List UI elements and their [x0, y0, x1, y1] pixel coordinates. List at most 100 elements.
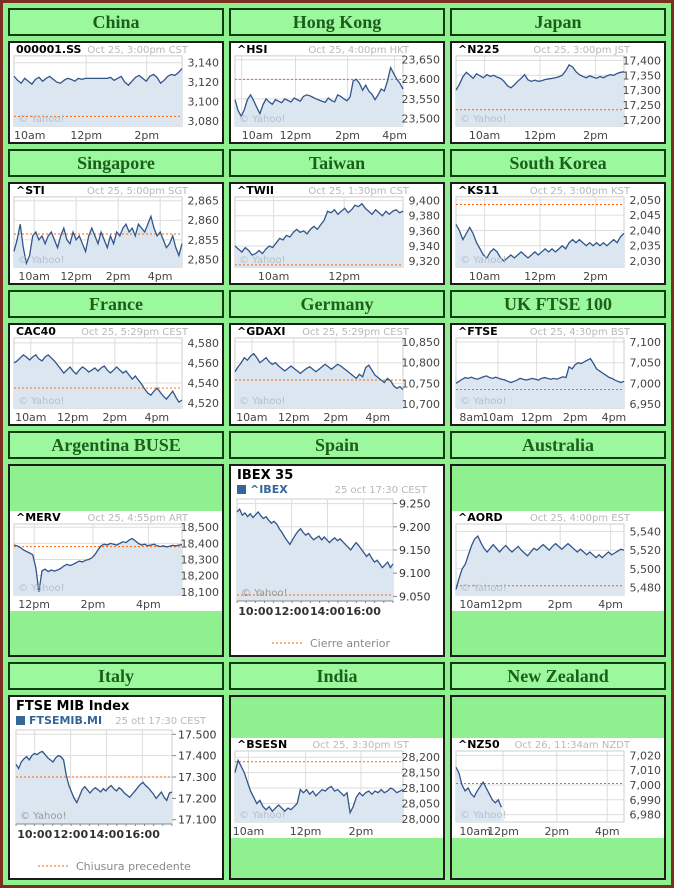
yahoo-watermark: © Yahoo! — [20, 811, 67, 822]
y-tick-label: 17,200 — [623, 114, 662, 127]
x-tick-label: 2pm — [134, 129, 159, 142]
chart-timestamp: Oct 25, 4:55pm ART — [88, 513, 189, 524]
y-tick-label: 9,380 — [409, 210, 441, 223]
x-tick-label: 12pm — [70, 129, 102, 142]
chart-cell-japan: © Yahoo! ^N225 Oct 25, 3:00pm JST 17,400 17,… — [450, 41, 666, 144]
y-tick-label: 2,860 — [188, 214, 220, 227]
y-tick-label: 6,990 — [630, 793, 662, 806]
area-fill-china — [14, 68, 182, 127]
chart-timestamp: 25 ott 17:30 CEST — [115, 716, 207, 727]
y-tick-label: 18,300 — [181, 553, 220, 566]
price-line-taiwan — [234, 202, 404, 256]
chart-cell-argentina-buse: © Yahoo! ^MERV Oct 25, 4:55pm ART 18,500 18,… — [8, 464, 224, 657]
chart-title: FTSE MIB Index — [16, 699, 130, 714]
x-tick-label: 12pm — [524, 129, 556, 142]
yahoo-watermark: © Yahoo! — [460, 114, 507, 125]
x-tick-label: 4pm — [144, 411, 169, 424]
chart-cell-china: © Yahoo! 000001.SS Oct 25, 3:00pm CST 3,140… — [8, 41, 224, 144]
ticker-symbol: ^BSESN — [237, 738, 287, 751]
market-header-hong-kong: Hong Kong — [229, 8, 445, 36]
y-tick-label: 3,120 — [188, 76, 220, 89]
ticker-symbol: ^GDAXI — [237, 325, 285, 338]
yahoo-watermark: © Yahoo! — [460, 810, 507, 821]
x-tick-label: 10am — [469, 270, 500, 283]
area-fill-hong-kong — [235, 67, 403, 127]
market-header-label: China — [92, 11, 140, 32]
x-tick-label: 2pm — [583, 129, 608, 142]
price-line-germany — [234, 352, 404, 391]
y-tick-label: 9.150 — [399, 544, 431, 557]
x-tick-label: 10:00 — [238, 605, 273, 618]
y-tick-label: 3,100 — [188, 96, 220, 109]
x-tick-label: 10am — [258, 270, 289, 283]
chart-timestamp: Oct 26, 11:34am NZDT — [514, 740, 630, 751]
x-tick-label: 4pm — [136, 598, 161, 611]
ticker-symbol: ^STI — [16, 184, 45, 197]
x-tick-label: 10am — [242, 129, 273, 142]
ticker-symbol: ^KS11 — [458, 184, 499, 197]
price-line-france — [13, 354, 183, 404]
y-tick-label: 7,010 — [630, 764, 662, 777]
x-tick-label: 2pm — [544, 825, 569, 838]
area-fill-new-zealand — [456, 766, 502, 822]
price-line-spain — [236, 508, 394, 569]
x-tick-label: 12pm — [328, 270, 360, 283]
y-tick-label: 10,700 — [402, 398, 441, 411]
market-header-label: Singapore — [77, 152, 155, 173]
x-tick-label: 14:00 — [310, 605, 345, 618]
area-fill-japan — [456, 64, 624, 127]
y-tick-label: 28,100 — [402, 782, 441, 795]
chart-cell-spain: © Yahoo! IBEX 35 ^IBEX 25 oct 17:30 CEST 9.2… — [229, 464, 445, 657]
yahoo-watermark: © Yahoo! — [18, 396, 65, 407]
market-header-label: Australia — [522, 434, 594, 455]
y-tick-label: 2,050 — [630, 194, 662, 207]
market-header-france: France — [8, 290, 224, 318]
market-header-uk-ftse-100: UK FTSE 100 — [450, 290, 666, 318]
area-fill-germany — [235, 353, 403, 409]
chart-cell-india: © Yahoo! ^BSESN Oct 25, 3:30pm IST 28,200 28… — [229, 695, 445, 880]
x-tick-label: 4pm — [148, 270, 173, 283]
y-tick-label: 17,250 — [623, 99, 662, 112]
area-fill-spain — [237, 509, 393, 601]
chart-timestamp: Oct 25, 3:00pm CST — [87, 45, 189, 56]
x-tick-label: 10am — [15, 411, 46, 424]
prev-close-legend-label: Cierre anterior — [310, 637, 390, 650]
market-header-taiwan: Taiwan — [229, 149, 445, 177]
y-tick-label: 7,000 — [630, 779, 662, 792]
y-tick-label: 9.250 — [399, 498, 431, 511]
y-tick-label: 4,540 — [188, 377, 220, 390]
chart-cell-new-zealand: © Yahoo! ^NZ50 Oct 26, 11:34am NZDT 7,020 7,… — [450, 695, 666, 880]
y-tick-label: 6,950 — [630, 398, 662, 411]
price-line-singapore — [13, 214, 183, 266]
y-tick-label: 9,340 — [409, 240, 441, 253]
x-tick-label: 14:00 — [89, 828, 124, 841]
y-tick-label: 17.200 — [178, 792, 217, 805]
x-tick-label: 4pm — [602, 411, 627, 424]
chart-title: IBEX 35 — [237, 468, 293, 483]
x-tick-label: 2pm — [583, 270, 608, 283]
chart-timestamp: Oct 25, 5:29pm CEST — [81, 327, 189, 338]
yahoo-watermark: © Yahoo! — [239, 255, 286, 266]
chart-cell-germany: © Yahoo! ^GDAXI Oct 25, 5:29pm CEST 10,850 1… — [229, 323, 445, 426]
market-header-label: UK FTSE 100 — [503, 293, 613, 314]
y-tick-label: 7,050 — [630, 357, 662, 370]
x-tick-label: 10am — [14, 129, 45, 142]
x-tick-label: 12pm — [280, 129, 312, 142]
y-tick-label: 17,300 — [623, 84, 662, 97]
chart-cell-singapore: © Yahoo! ^STI Oct 25, 5:00pm SGT 2,865 2,860… — [8, 182, 224, 285]
market-header-label: India — [316, 665, 358, 686]
chart-china: © Yahoo! 000001.SS Oct 25, 3:00pm CST3,140… — [10, 43, 222, 142]
y-tick-label: 3,140 — [188, 57, 220, 70]
chart-timestamp: Oct 25, 5:29pm CEST — [302, 327, 410, 338]
price-line-new-zealand — [455, 766, 502, 807]
y-tick-label: 23,650 — [402, 54, 441, 67]
y-tick-label: 2,045 — [630, 209, 661, 222]
y-tick-label: 4,560 — [188, 357, 220, 370]
market-header-label: Argentina BUSE — [51, 434, 181, 455]
y-tick-label: 5,480 — [630, 581, 662, 594]
